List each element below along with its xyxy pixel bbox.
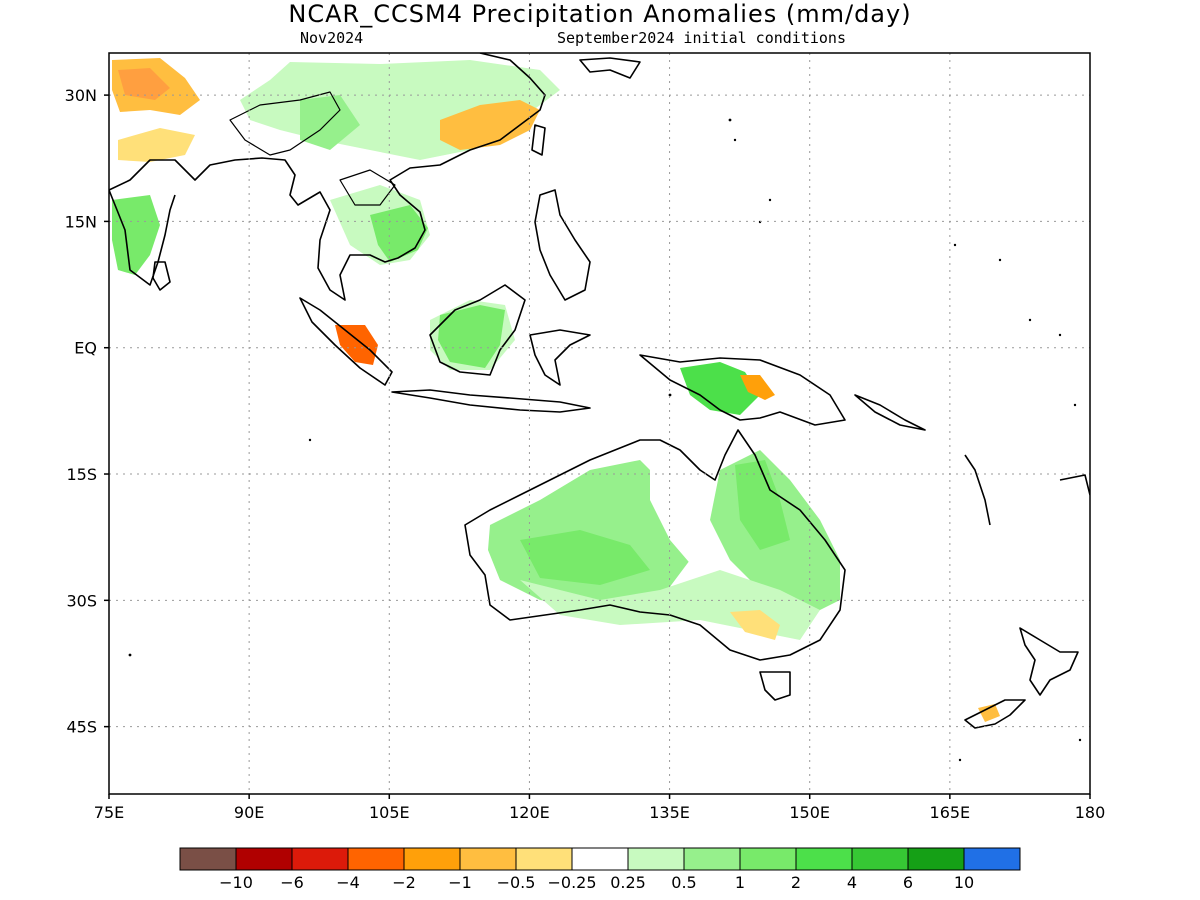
colorbar-swatch <box>515 847 573 871</box>
lat-tick-label: 30S <box>66 591 97 610</box>
coast-asia-mainland <box>109 53 546 301</box>
colorbar-label: 4 <box>847 873 857 892</box>
coast-sumatra <box>299 297 393 386</box>
lon-tick-label: 150E <box>789 803 830 822</box>
colorbar-label: 1 <box>735 873 745 892</box>
lon-tick-label: 165E <box>930 803 971 822</box>
colorbar-label: −6 <box>280 873 304 892</box>
latitude-ticks: 30N 15N EQ 15S 30S 45S <box>65 86 109 737</box>
coast-sulawesi <box>529 329 591 386</box>
anomaly-aus-west-core <box>520 530 650 585</box>
colorbar: −10 −6 −4 −2 −1 −0.5 −0.25 0.25 0.5 1 2 4 6 10 <box>179 847 1021 892</box>
colorbar-label: −2 <box>392 873 416 892</box>
lon-tick-label: 75E <box>94 803 124 822</box>
coast-solomon-islands <box>854 394 926 431</box>
coast-new-guinea <box>639 354 846 426</box>
anomaly-south-india <box>112 195 160 275</box>
lat-tick-label: 45S <box>66 718 97 737</box>
lat-tick-label: 15S <box>66 465 97 484</box>
anomaly-aus-east-core <box>735 460 790 550</box>
colorbar-swatch <box>235 847 293 871</box>
anomaly-se-australia <box>730 610 780 640</box>
anomaly-new-guinea-east <box>740 375 775 400</box>
chart-title: NCAR_CCSM4 Precipitation Anomalies (mm/d… <box>288 0 912 28</box>
colorbar-swatch <box>739 847 797 871</box>
lat-tick-label: 30N <box>65 86 97 105</box>
island-dots <box>128 118 1082 762</box>
coastlines <box>109 53 1090 729</box>
map-frame <box>108 52 1091 795</box>
colorbar-label: 6 <box>903 873 913 892</box>
anomaly-borneo <box>438 305 505 368</box>
coast-tasmania <box>759 671 791 701</box>
coast-country-borders <box>229 91 396 206</box>
graticule <box>109 53 1090 794</box>
colorbar-swatch <box>291 847 349 871</box>
colorbar-label: −0.25 <box>547 873 596 892</box>
coast-australia <box>464 429 846 661</box>
colorbar-swatch <box>571 847 629 871</box>
coast-java <box>391 389 591 413</box>
anomaly-central-india <box>118 128 195 162</box>
anomaly-new-guinea-west <box>680 362 760 415</box>
colorbar-swatch <box>683 847 741 871</box>
anomaly-new-zealand <box>978 704 1000 722</box>
lat-tick-label: 15N <box>65 212 97 231</box>
anomaly-east-china <box>440 100 540 150</box>
colorbar-swatch <box>459 847 517 871</box>
lon-tick-label: 90E <box>234 803 264 822</box>
lon-tick-label: 180 <box>1075 803 1106 822</box>
coast-taiwan <box>531 124 546 156</box>
coast-new-zealand-south <box>964 699 1026 729</box>
anomaly-sumatra <box>335 325 378 365</box>
initial-conditions-label: September2024 initial conditions <box>557 29 846 47</box>
colorbar-label: 2 <box>791 873 801 892</box>
coast-japan <box>579 57 641 79</box>
coast-vanuatu-fiji <box>964 454 1090 526</box>
lon-tick-label: 105E <box>369 803 410 822</box>
colorbar-label: −4 <box>336 873 360 892</box>
coast-sri-lanka <box>152 261 171 291</box>
colorbar-label: −1 <box>448 873 472 892</box>
colorbar-swatch <box>627 847 685 871</box>
anomaly-indochina <box>370 205 428 262</box>
colorbar-label: 10 <box>954 873 974 892</box>
coast-borneo <box>429 284 526 376</box>
colorbar-swatch <box>907 847 965 871</box>
colorbar-swatch <box>403 847 461 871</box>
colorbar-label: 0.5 <box>671 873 696 892</box>
coast-philippines <box>534 189 591 301</box>
colorbar-swatch <box>795 847 853 871</box>
lon-tick-label: 120E <box>509 803 550 822</box>
longitude-ticks: 75E 90E 105E 120E 135E 150E 165E 180 <box>94 794 1106 822</box>
anomaly-himalaya-core <box>118 68 170 100</box>
lat-tick-label: EQ <box>74 339 97 358</box>
colorbar-label: −10 <box>219 873 253 892</box>
anomaly-aus-neutral <box>650 470 720 575</box>
colorbar-swatch <box>347 847 405 871</box>
colorbar-label: 0.25 <box>610 873 646 892</box>
forecast-month: Nov2024 <box>300 29 364 47</box>
lon-tick-label: 135E <box>649 803 690 822</box>
colorbar-label: −0.5 <box>497 873 536 892</box>
anomaly-nw-india <box>300 95 360 150</box>
colorbar-swatch <box>963 847 1021 871</box>
anomaly-layer <box>112 58 1000 722</box>
colorbar-swatch <box>851 847 909 871</box>
colorbar-swatch <box>179 847 237 871</box>
coast-new-zealand-north <box>1019 627 1079 696</box>
